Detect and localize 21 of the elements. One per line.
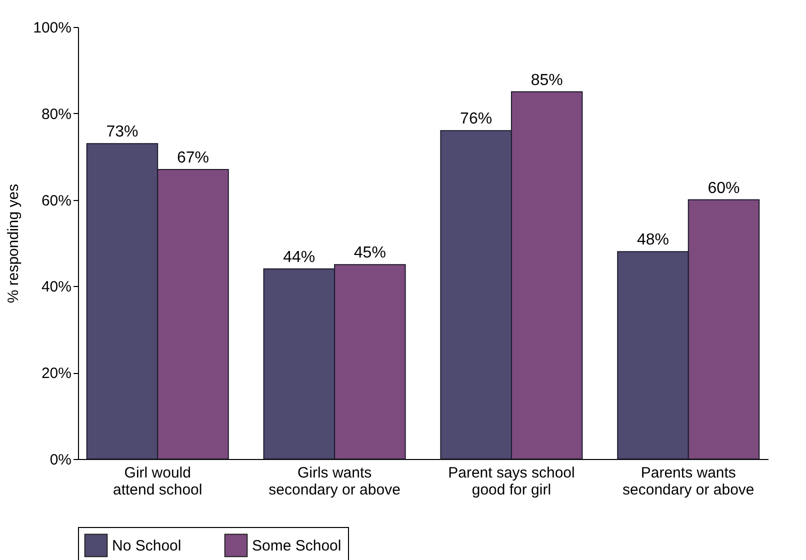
data-label: 45% [354, 244, 386, 262]
data-label: 67% [176, 150, 210, 167]
data-label: 44% [283, 248, 316, 266]
legend-label: No School [112, 537, 182, 554]
x-tick-label: Girl would attend school [113, 464, 202, 498]
y-tick-label: 60% [41, 192, 72, 210]
legend-label: Some School [252, 537, 342, 554]
y-tick-label: 40% [41, 278, 72, 296]
y-tick-label: 80% [41, 106, 72, 123]
data-label: 48% [636, 232, 670, 249]
data-label: 73% [106, 124, 138, 141]
y-tick-label: 0% [50, 452, 72, 468]
y-tick-label: 100% [33, 20, 72, 36]
x-tick-label: Girls wants secondary or above [268, 464, 400, 498]
x-tick-label: Parent says school good for girl [448, 464, 575, 498]
x-tick-label: Parents wants secondary or above [622, 464, 754, 498]
data-label: 60% [708, 180, 740, 197]
y-tick-label: 20% [41, 365, 72, 382]
data-label: 76% [460, 110, 492, 128]
data-label: 85% [530, 72, 563, 89]
y-axis-title: % responding yes [5, 184, 22, 304]
